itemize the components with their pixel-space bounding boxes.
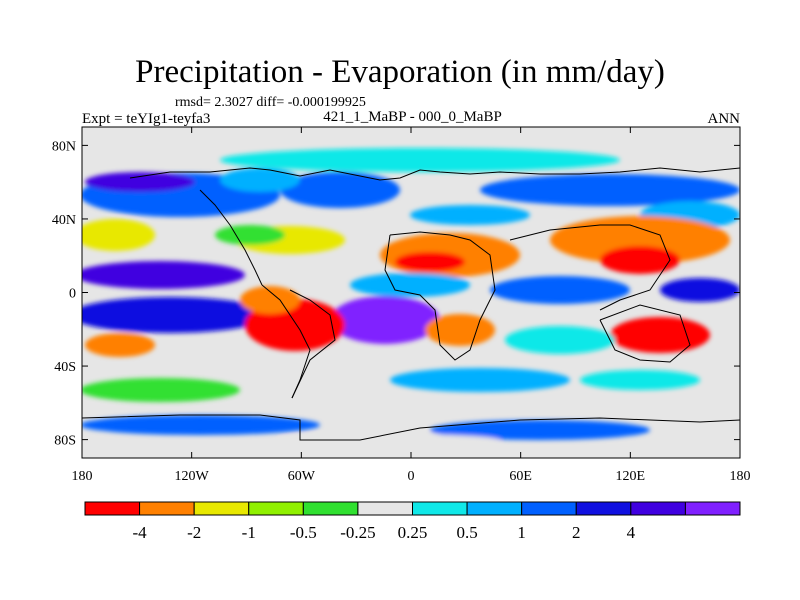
asia-dry-core — [600, 246, 680, 274]
colorbar-label: -0.5 — [290, 523, 317, 542]
lon-tick-label: 120W — [175, 469, 210, 484]
south-atlantic-wet — [330, 296, 440, 344]
colorbar: -4 -2 -1 -0.5 -0.25 0.25 0.5 1 2 4 — [84, 501, 741, 542]
arctic-coast — [129, 167, 740, 181]
precip-evap-field — [82, 127, 740, 458]
namerica-mid — [215, 225, 285, 245]
colorbar-label: -2 — [187, 523, 201, 542]
colorbar-swatch — [412, 501, 468, 516]
colorbar-swatch — [84, 501, 141, 516]
antarctic-margin-east — [430, 420, 650, 440]
lat-tick-label: 40N — [52, 213, 76, 228]
namerica-west-coast — [199, 189, 263, 286]
colorbar-label: 0.25 — [398, 523, 428, 542]
ne-pacific-dry — [82, 219, 155, 251]
colorbar-label: -4 — [132, 523, 147, 542]
lon-tick-label: 60E — [509, 469, 532, 484]
lat-tick-label: 40S — [54, 360, 76, 375]
asia-coast — [509, 224, 671, 311]
namerica-north — [220, 168, 300, 192]
pacific-itcz — [82, 261, 245, 289]
colorbar-label: 0.5 — [456, 523, 477, 542]
colorbar-swatch — [248, 501, 304, 516]
lon-tick-label: 180 — [72, 469, 93, 484]
lat-tick-label: 0 — [69, 287, 76, 302]
sahara-core — [395, 252, 465, 272]
indian-ocean-wet — [490, 276, 630, 304]
south-pacific-dry — [85, 333, 155, 357]
colorbar-swatch — [630, 501, 686, 516]
colorbar-label: 1 — [517, 523, 526, 542]
experiment-subtitle: 421_1_MaBP - 000_0_MaBP — [323, 109, 502, 125]
colorbar-label: -0.25 — [340, 523, 375, 542]
samerica-east-coast — [289, 289, 336, 399]
colorbar-label: 4 — [627, 523, 636, 542]
season-label: ANN — [707, 111, 741, 127]
southern-africa-dry — [425, 314, 495, 346]
lon-tick-label: 0 — [408, 469, 415, 484]
coastlines — [82, 167, 740, 441]
field-patches — [82, 148, 740, 446]
plot-title: Precipitation - Evaporation (in mm/day) — [135, 54, 665, 90]
colorbar-swatch — [139, 501, 195, 516]
south-indian — [505, 326, 615, 354]
experiment-label: Expt = teYIg1-teyfa3 — [82, 111, 211, 127]
longitude-axis: 180 120W 60W 0 60E 120E 180 — [72, 127, 751, 484]
nasia-band — [480, 174, 740, 206]
southern-ocean-blue — [390, 368, 570, 392]
arctic-band — [220, 148, 620, 172]
europe-band — [410, 205, 530, 225]
lon-tick-label: 120E — [616, 469, 646, 484]
colorbar-swatch — [357, 501, 413, 516]
colorbar-swatch — [193, 501, 250, 516]
colorbar-swatch — [521, 501, 577, 516]
colorbar-swatch — [684, 501, 741, 516]
rmsd-diff-stats: rmsd= 2.3027 diff= -0.000199925 — [175, 95, 366, 110]
atlantic-itcz — [350, 273, 470, 297]
asia-dry — [550, 216, 730, 264]
south-pacific-wet — [82, 297, 270, 333]
australia-coast — [599, 304, 691, 363]
southern-ocean-green — [82, 378, 240, 402]
antarctic-margin-west — [82, 415, 320, 435]
colorbar-swatch — [466, 501, 523, 516]
antarctic-interior — [280, 434, 500, 446]
npacific-core — [85, 172, 195, 192]
natlantic-track — [280, 172, 400, 208]
colorbar-label: 2 — [572, 523, 581, 542]
colorbar-swatch — [302, 501, 359, 516]
australia-dry — [610, 317, 710, 353]
lat-tick-label: 80S — [54, 434, 76, 449]
lon-tick-label: 180 — [730, 469, 751, 484]
southern-ocean-cyan — [580, 370, 700, 390]
antarctica-coast — [82, 414, 740, 441]
colorbar-label: -1 — [242, 523, 256, 542]
lon-tick-label: 60W — [288, 469, 316, 484]
west-pacific-wet — [660, 278, 740, 302]
colorbar-swatch — [575, 501, 632, 516]
lat-tick-label: 80N — [52, 139, 76, 154]
africa-coast — [384, 231, 496, 361]
latitude-axis: 80N 40N 0 40S 80S — [52, 139, 740, 449]
